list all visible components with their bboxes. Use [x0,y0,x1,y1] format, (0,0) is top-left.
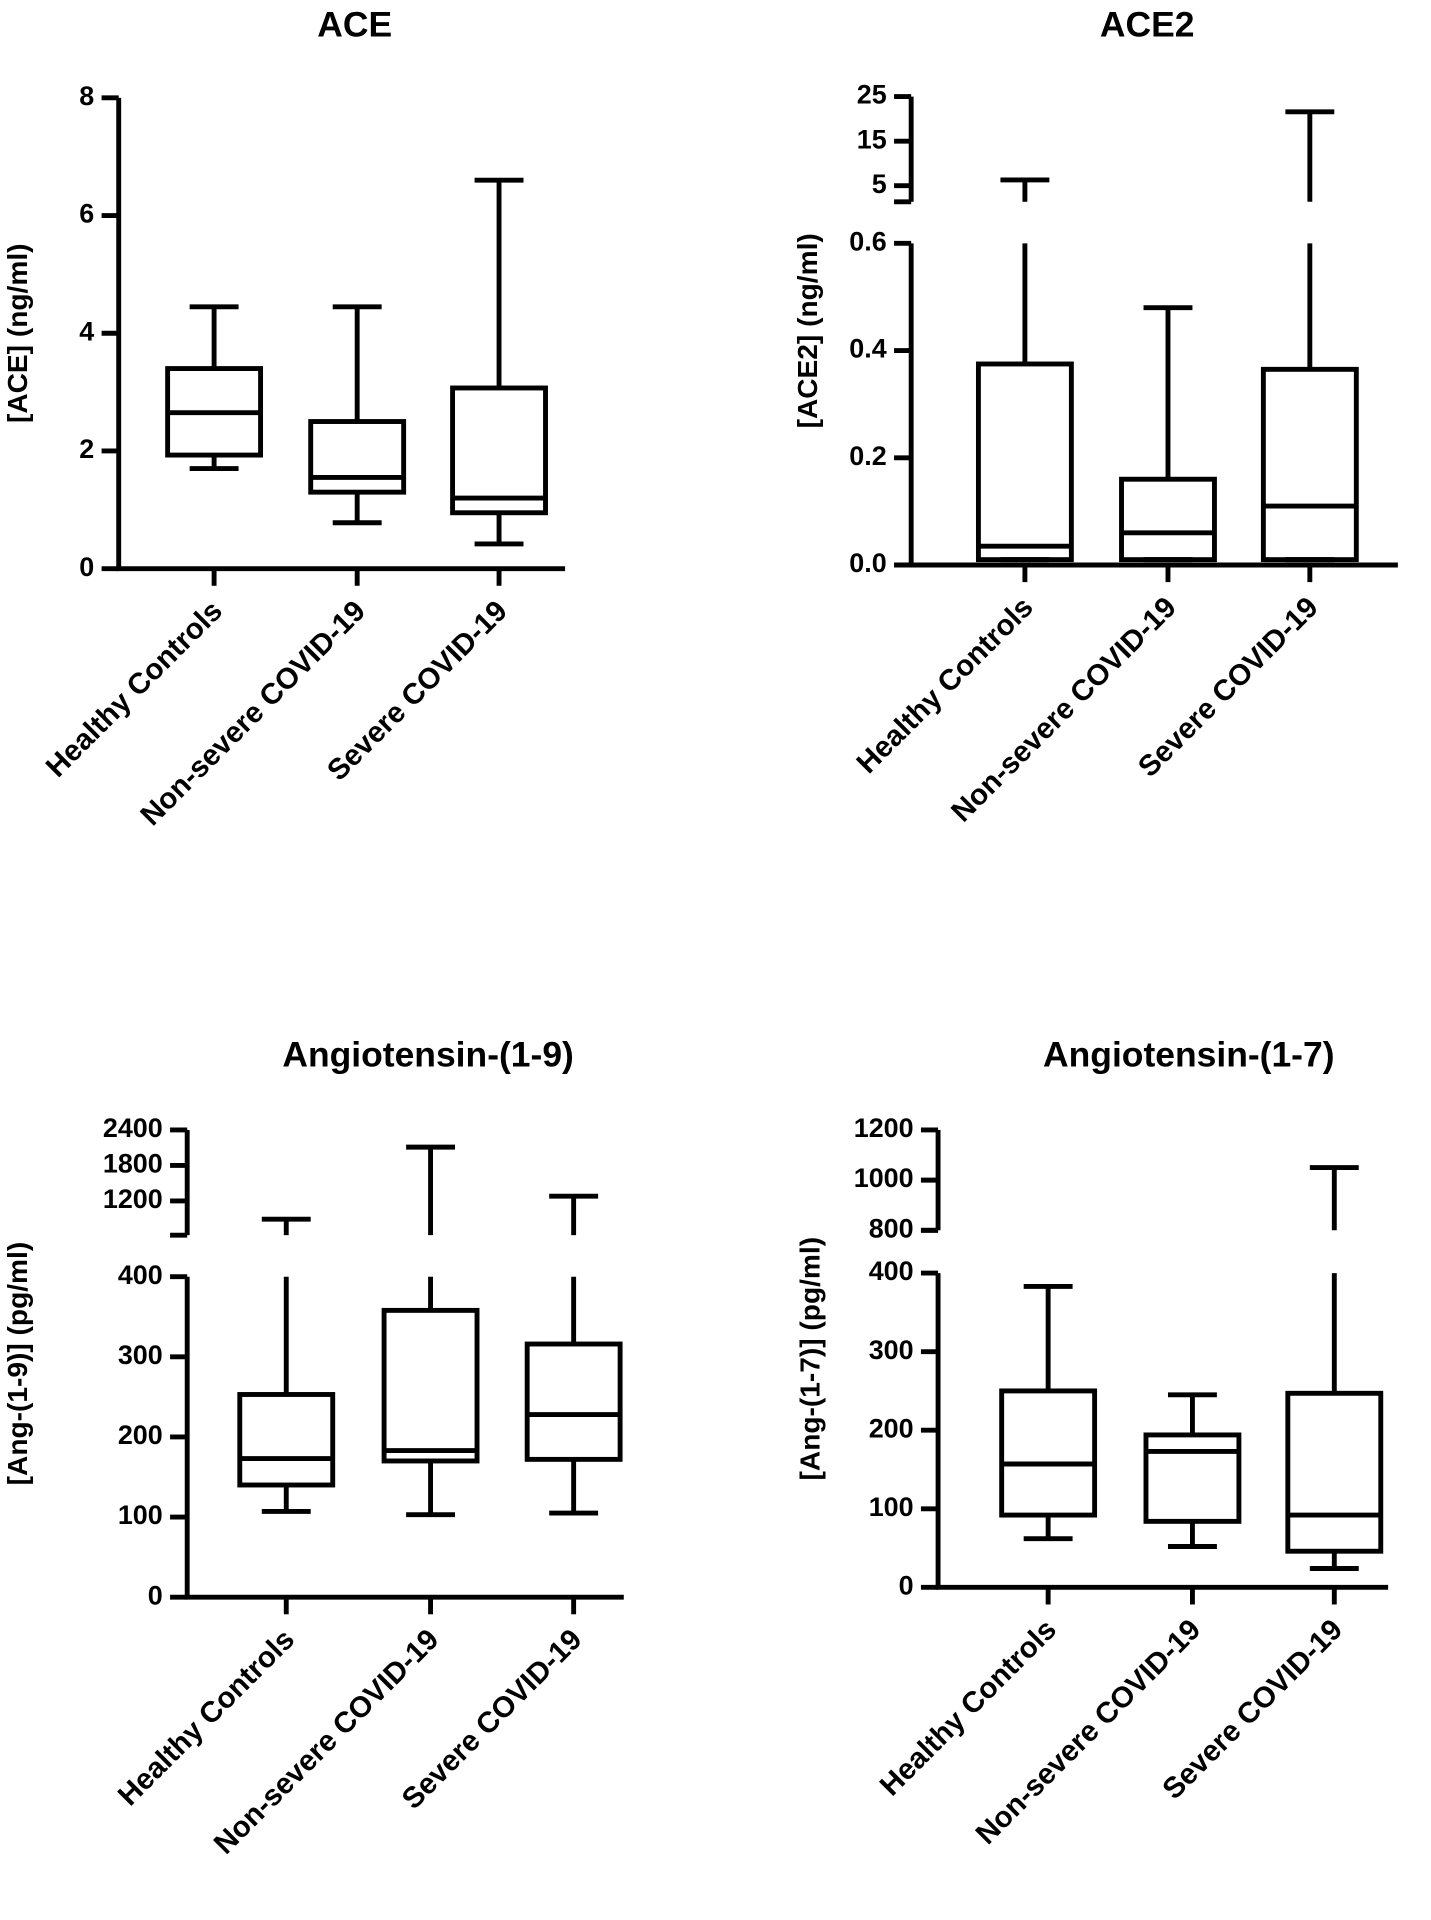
box [999,1388,1098,1518]
y-tick-label: 0 [899,1570,914,1600]
y-tick-label: 0.0 [849,548,886,578]
chart: ACE2[ACE2] (ng/ml)0.00.20.40.651525Healt… [792,5,1398,828]
box [1260,366,1359,563]
box [1143,1432,1242,1524]
y-tick-label: 200 [869,1413,914,1443]
y-tick-label: 1200 [103,1184,163,1214]
y-tick-label: 4 [79,316,94,346]
box [237,1392,336,1488]
y-tick-label: 400 [118,1260,163,1290]
y-tick-label: 2 [79,434,94,464]
y-tick-label: 25 [857,80,887,110]
chart-title: ACE2 [1100,5,1195,45]
y-tick-label: 300 [869,1335,914,1365]
y-tick-label: 1200 [854,1113,914,1143]
y-tick-label: 200 [118,1420,163,1450]
box [1119,476,1217,563]
box [308,419,407,495]
y-tick-label: 15 [857,124,887,154]
box [381,1307,480,1464]
chart-title: Angiotensin-(1-9) [282,1034,573,1074]
chart-title: ACE [317,5,392,45]
y-tick-label: 8 [79,81,94,111]
y-tick-label: 300 [118,1340,163,1370]
chart-title: Angiotensin-(1-7) [1043,1034,1334,1074]
box [1285,1390,1384,1554]
box [524,1341,623,1462]
y-axis-label: [ACE2] (ng/ml) [792,233,823,428]
y-axis-label: [Ang-(1-9)] (pg/ml) [2,1242,33,1486]
y-tick-label: 2400 [103,1113,163,1143]
y-tick-label: 1000 [854,1163,914,1193]
y-tick-label: 5 [872,169,887,199]
box [975,361,1074,563]
y-tick-label: 0 [148,1580,163,1610]
y-tick-label: 800 [869,1213,914,1243]
y-axis-label: [ACE] (ng/ml) [2,243,33,423]
chart: Angiotensin-(1-9) [Ang-(1-9)] (pg/ml) 0 100… [2,1034,624,1861]
y-tick-label: 100 [869,1492,914,1522]
y-tick-label: 0.6 [849,226,886,256]
y-tick-label: 1800 [103,1149,163,1179]
y-tick-label: 0.4 [849,334,886,364]
y-tick-label: 100 [118,1500,163,1530]
y-tick-label: 0 [79,552,94,582]
y-tick-label: 6 [79,199,94,229]
y-tick-label: 0.2 [849,441,886,471]
y-axis-label: [Ang-(1-7)] (pg/ml) [794,1237,825,1481]
box [450,385,548,516]
y-tick-label: 400 [869,1256,914,1286]
chart: Angiotensin-(1-7) [Ang-(1-7)] (pg/ml) 0 100… [794,1034,1389,1851]
